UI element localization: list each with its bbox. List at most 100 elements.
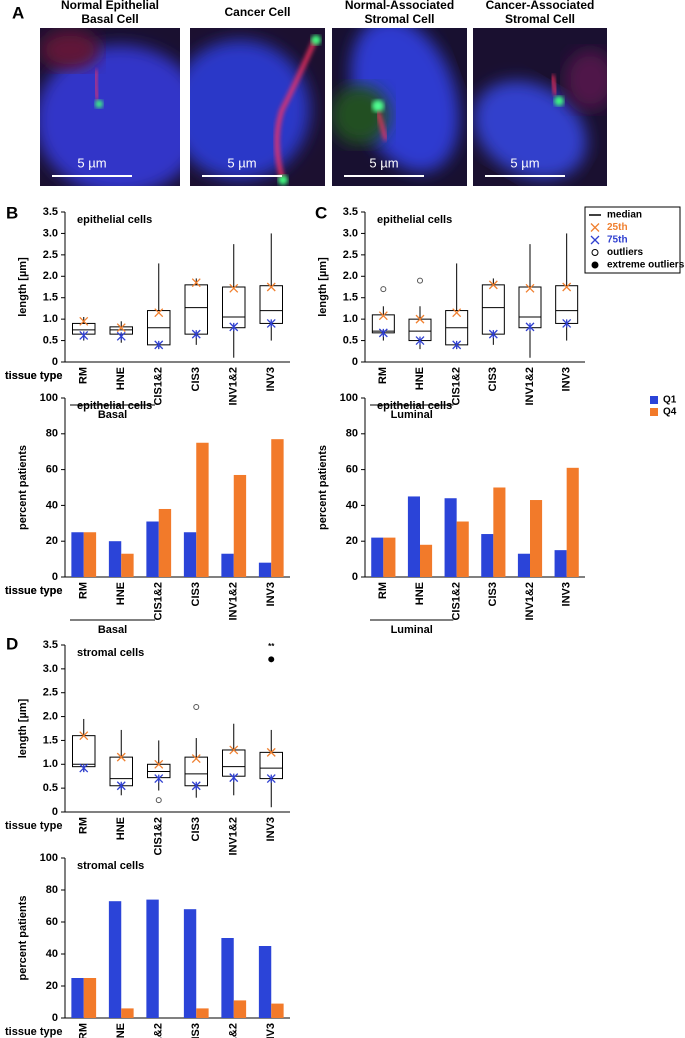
extreme-outlier — [268, 656, 275, 663]
bar — [221, 938, 234, 1018]
bar — [196, 442, 209, 577]
legend-box — [584, 206, 681, 274]
percentile-marker — [266, 747, 276, 757]
y-tick-label: 80 — [46, 428, 58, 440]
box — [72, 735, 96, 768]
micrograph — [40, 28, 180, 186]
y-tick-label: 0 — [52, 356, 58, 368]
x-tick-label: CIS3 — [190, 1023, 202, 1038]
bar — [121, 1008, 134, 1018]
y-tick-label: 0 — [352, 356, 358, 368]
box — [222, 286, 246, 329]
bar — [407, 496, 420, 577]
y-tick-label: 0.5 — [343, 334, 358, 346]
y-tick-label: 0.5 — [43, 782, 58, 794]
percentile-marker — [266, 774, 276, 784]
y-axis-label: length [µm] — [17, 698, 29, 758]
percentile-marker — [191, 781, 201, 791]
percentile-marker — [378, 311, 388, 321]
y-tick-label: 100 — [40, 852, 58, 864]
x-tick-label: INV1&2 — [228, 367, 240, 406]
bar — [258, 946, 272, 1018]
legend-label: Q4 — [663, 407, 677, 418]
x-tick-label: CIS3 — [190, 582, 202, 606]
x-tick-label: RM — [78, 1023, 90, 1038]
group-label: Basal — [98, 624, 127, 636]
bar — [83, 978, 97, 1018]
box — [555, 285, 579, 324]
bar — [158, 508, 172, 577]
outlier — [193, 704, 200, 711]
x-tick-label: INV3 — [265, 582, 277, 606]
outlier — [380, 286, 387, 293]
bar — [108, 901, 122, 1018]
y-tick-label: 60 — [46, 464, 58, 476]
x-tick-label: INV1&2 — [228, 817, 240, 856]
y-tick-label: 20 — [46, 535, 58, 547]
bar — [71, 978, 84, 1018]
y-tick-label: 1.5 — [43, 734, 58, 746]
scale-label: 5 µm — [77, 155, 106, 170]
bar — [221, 553, 234, 577]
percentile-marker — [415, 314, 425, 324]
y-tick-label: 3.0 — [43, 663, 58, 675]
bar — [444, 498, 457, 577]
y-tick-label: 60 — [346, 464, 358, 476]
percentile-marker — [266, 282, 276, 292]
legend-label: outliers — [607, 247, 644, 258]
legend-label: extreme outliers — [607, 260, 685, 271]
y-tick-label: 2.0 — [43, 270, 58, 282]
bar — [566, 467, 579, 577]
x-tick-label: RM — [78, 817, 90, 834]
percentile-marker — [229, 283, 239, 293]
bar — [83, 532, 97, 577]
y-tick-label: 80 — [346, 428, 358, 440]
y-tick-label: 2.5 — [43, 249, 58, 261]
y-tick-label: 3.5 — [43, 639, 58, 651]
bar — [517, 553, 530, 577]
x-tick-label: INV1&2 — [524, 582, 536, 621]
panel-letter: B — [6, 203, 18, 222]
bar — [146, 521, 159, 577]
bar — [146, 899, 159, 1018]
legend-label: Q1 — [663, 395, 677, 406]
x-tick-label: HNE — [115, 1023, 127, 1038]
percentile-marker — [229, 745, 239, 755]
percentile-marker — [378, 328, 388, 338]
group-label: Luminal — [391, 624, 433, 636]
image-title: Stromal Cell — [364, 12, 434, 26]
bar — [554, 550, 567, 577]
x-tick-label: CIS1&2 — [451, 582, 463, 621]
percentile-marker — [229, 322, 239, 332]
legend-swatch — [650, 408, 658, 416]
x-tick-label: INV1&2 — [524, 367, 536, 406]
percentile-marker — [154, 759, 164, 769]
legend-swatch — [650, 396, 658, 404]
bar — [121, 553, 134, 577]
x-axis-label: tissue type — [5, 820, 62, 832]
y-tick-label: 0 — [52, 806, 58, 818]
image-title: Cancer Cell — [224, 5, 290, 19]
bar — [271, 1003, 284, 1018]
image-title: Basal Cell — [81, 12, 138, 26]
y-axis-label: percent patients — [17, 445, 29, 530]
y-tick-label: 2.5 — [43, 687, 58, 699]
x-tick-label: CIS1&2 — [153, 582, 165, 621]
percentile-marker — [525, 322, 535, 332]
chart-subtitle: stromal cells — [77, 860, 144, 872]
percentile-marker — [116, 781, 126, 791]
x-tick-label: INV1&2 — [228, 1023, 240, 1038]
percentile-marker — [266, 318, 276, 328]
percentile-marker — [79, 763, 89, 773]
bar — [183, 532, 197, 577]
x-tick-label: RM — [78, 582, 90, 599]
group-label: Luminal — [391, 409, 433, 421]
y-tick-label: 0.5 — [43, 334, 58, 346]
x-axis-label: tissue type — [5, 1026, 62, 1038]
y-axis-label: length [µm] — [317, 257, 329, 317]
percentile-marker — [116, 752, 126, 762]
x-tick-label: RM — [377, 367, 389, 384]
bar — [271, 439, 284, 577]
x-tick-label: INV1&2 — [228, 582, 240, 621]
y-tick-label: 3.5 — [43, 206, 58, 218]
